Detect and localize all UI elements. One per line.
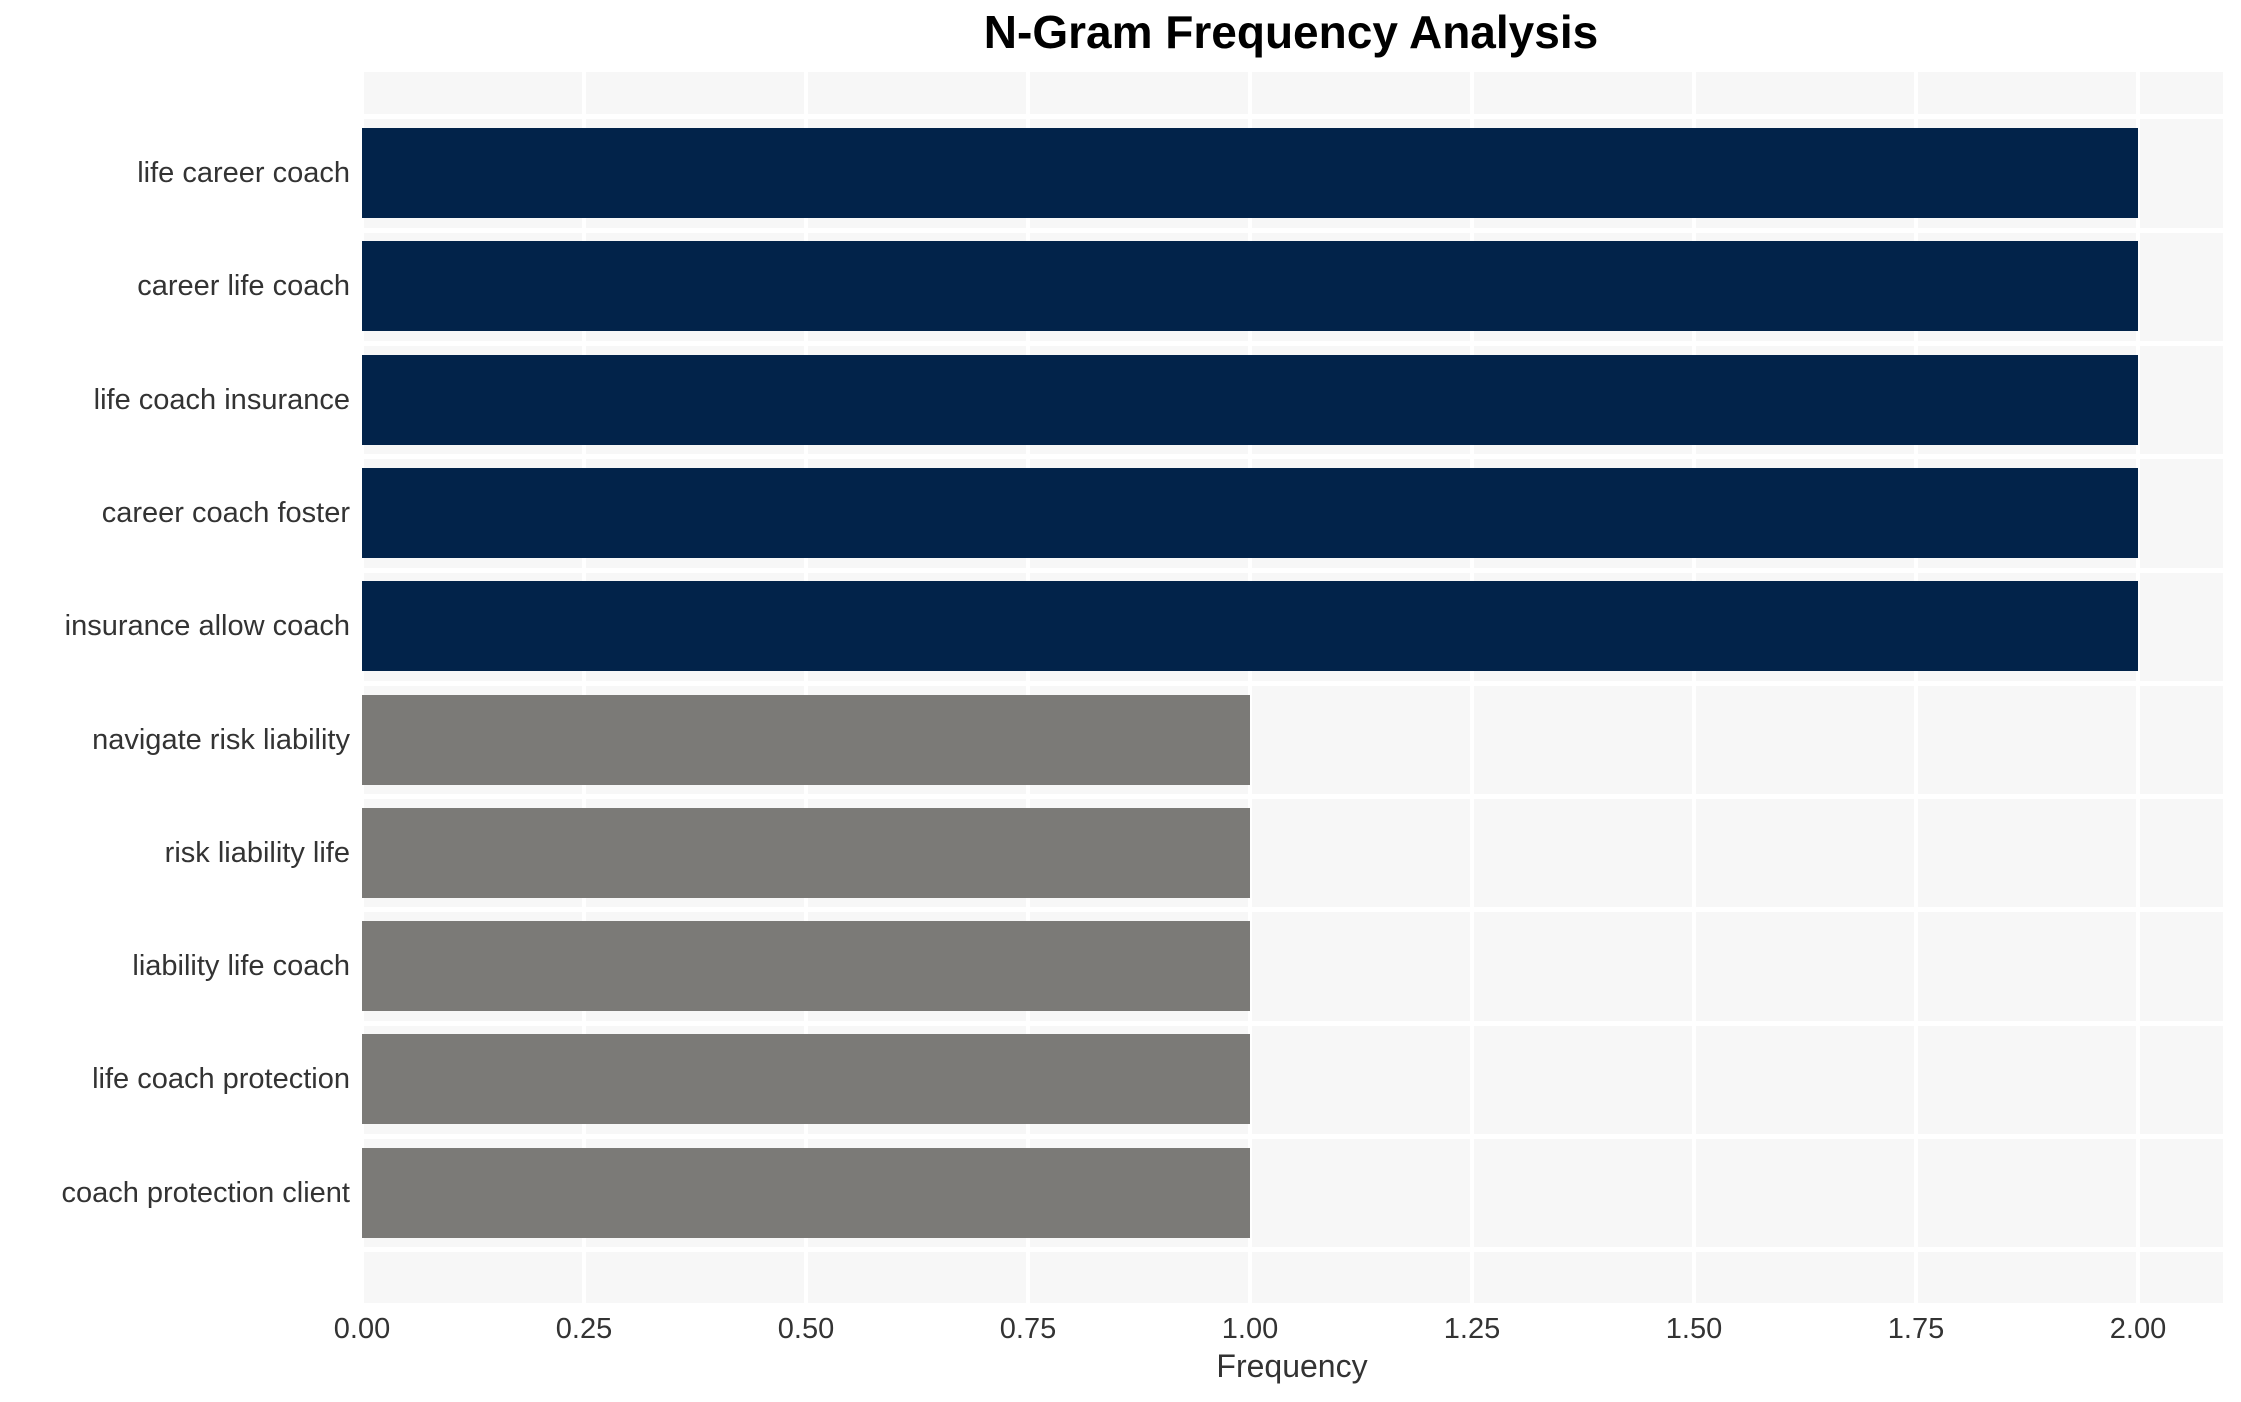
y-tick-label-risk-liability-life: risk liability life: [164, 836, 350, 869]
x-tick-label-2.00: 2.00: [2109, 1313, 2167, 1345]
bar-life-coach-protection: [362, 1034, 1250, 1125]
plot-area: [360, 72, 2223, 1303]
x-gridline-2.00: [2136, 72, 2140, 1303]
x-tick-label-1.25: 1.25: [1443, 1313, 1501, 1345]
x-axis-title: Frequency: [1216, 1348, 1368, 1384]
bar-liability-life-coach: [362, 921, 1250, 1012]
y-boundary-gridline: [362, 1247, 2223, 1253]
y-tick-label-life-coach-insurance: life coach insurance: [93, 383, 350, 416]
bar-life-coach-insurance: [362, 354, 2138, 445]
y-tick-label-coach-protection-client: coach protection client: [61, 1176, 350, 1209]
x-tick-label-0.75: 0.75: [999, 1313, 1057, 1345]
bar-career-coach-foster: [362, 467, 2138, 558]
y-boundary-gridline: [362, 1020, 2223, 1026]
bar-life-career-coach: [362, 128, 2138, 218]
y-axis-labels: life career coach career life coach life c…: [0, 72, 350, 1303]
y-boundary-gridline: [362, 454, 2223, 460]
x-gridline-1.50: [1692, 72, 1696, 1303]
x-tick-label-0.00: 0.00: [333, 1313, 391, 1345]
x-gridline-0.25: [582, 72, 586, 1303]
x-gridline-0.00: [360, 72, 364, 1303]
y-boundary-gridline: [362, 794, 2223, 800]
x-gridline-1.00: [1248, 72, 1252, 1303]
y-tick-label-career-coach-foster: career coach foster: [101, 496, 350, 529]
x-gridline-1.25: [1470, 72, 1474, 1303]
y-tick-label-insurance-allow-coach: insurance allow coach: [64, 610, 350, 643]
x-gridline-0.50: [804, 72, 808, 1303]
x-axis-labels: 0.00 0.25 0.50 0.75 1.00 1.25 1.50 1.75 2.00: [334, 1312, 2223, 1352]
y-tick-label-life-career-coach: life career coach: [137, 157, 350, 189]
bar-insurance-allow-coach: [362, 581, 2138, 672]
y-boundary-gridline: [362, 114, 2223, 120]
x-tick-label-1.00: 1.00: [1221, 1313, 1279, 1345]
bar-risk-liability-life: [362, 807, 1250, 898]
bar-career-life-coach: [362, 241, 2138, 332]
y-boundary-gridline: [362, 340, 2223, 346]
x-tick-label-0.50: 0.50: [777, 1313, 835, 1345]
bar-coach-protection-client: [362, 1147, 1250, 1238]
x-gridline-0.75: [1026, 72, 1030, 1303]
chart-title: N-Gram Frequency Analysis: [983, 6, 1599, 58]
x-gridline-1.75: [1914, 72, 1918, 1303]
x-tick-label-1.75: 1.75: [1887, 1313, 1945, 1345]
x-tick-label-1.50: 1.50: [1665, 1313, 1723, 1345]
y-boundary-gridline: [362, 907, 2223, 913]
y-tick-label-life-coach-protection: life coach protection: [92, 1063, 350, 1096]
y-tick-label-navigate-risk-liability: navigate risk liability: [92, 723, 350, 756]
y-tick-label-career-life-coach: career life coach: [137, 270, 350, 303]
y-boundary-gridline: [362, 567, 2223, 573]
y-boundary-gridline: [362, 227, 2223, 233]
bar-navigate-risk-liability: [362, 694, 1250, 785]
y-tick-label-liability-life-coach: liability life coach: [132, 950, 350, 983]
y-boundary-gridline: [362, 680, 2223, 686]
y-boundary-gridline: [362, 1134, 2223, 1140]
x-tick-label-0.25: 0.25: [555, 1313, 613, 1345]
